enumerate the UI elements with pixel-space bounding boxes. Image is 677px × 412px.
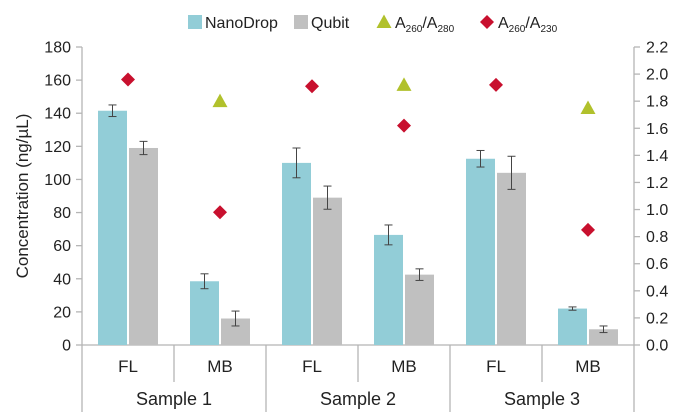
axes bbox=[76, 46, 640, 412]
legend-label-a260-a280: A260/A280 bbox=[395, 15, 455, 35]
legend-label-part: /A bbox=[422, 15, 437, 32]
marker-a260-a280 bbox=[580, 100, 596, 114]
legend-swatch-qubit bbox=[294, 15, 308, 29]
legend-marker-a260-a230 bbox=[480, 15, 494, 29]
legend-label-part: 260 bbox=[509, 24, 526, 35]
right-tick-label: 1.8 bbox=[646, 94, 668, 111]
category-label: FL bbox=[118, 357, 138, 376]
y-axis-title: Concentration (ng/µL) bbox=[13, 114, 32, 279]
group-label: Sample 3 bbox=[504, 389, 580, 409]
legend-label-part: A bbox=[498, 15, 509, 32]
bar-nanodrop-3 bbox=[374, 234, 403, 345]
right-tick-label: 2.2 bbox=[646, 40, 668, 57]
markers-layer bbox=[121, 72, 596, 237]
left-tick-label: 60 bbox=[53, 238, 71, 255]
bar-nanodrop-1 bbox=[190, 281, 219, 345]
legend-label-part: 260 bbox=[406, 24, 423, 35]
legend-label-nanodrop: NanoDrop bbox=[205, 15, 278, 32]
bars-layer bbox=[98, 104, 618, 345]
legend-label-a260-a230: A260/A230 bbox=[498, 15, 558, 35]
marker-a260-a230 bbox=[213, 205, 227, 220]
right-tick-label: 1.4 bbox=[646, 148, 668, 165]
right-tick-label: 1.6 bbox=[646, 121, 668, 138]
left-tick-label: 180 bbox=[44, 40, 71, 57]
left-tick-label: 40 bbox=[53, 271, 71, 288]
labels-layer: 0 20 40 60 80 100 120 140 160 180 0.0 0.2 0.4 0.6 0.8 1… bbox=[13, 40, 668, 410]
legend-label-part: 280 bbox=[437, 24, 454, 35]
legend-marker-a260-a280 bbox=[376, 14, 392, 28]
legend-label-qubit: Qubit bbox=[311, 15, 350, 32]
right-tick-label: 0.0 bbox=[646, 338, 668, 355]
right-tick-label: 0.6 bbox=[646, 256, 668, 273]
legend-label-part: A bbox=[395, 15, 406, 32]
bar-qubit-3 bbox=[405, 274, 434, 345]
bar-nanodrop-0 bbox=[98, 110, 127, 345]
right-tick-label: 0.8 bbox=[646, 229, 668, 246]
marker-a260-a230 bbox=[489, 77, 503, 92]
marker-a260-a280 bbox=[212, 93, 228, 108]
bar-qubit-5 bbox=[589, 329, 618, 345]
marker-a260-a230 bbox=[121, 72, 135, 87]
left-tick-label: 0 bbox=[62, 338, 71, 355]
right-tick-label: 1.0 bbox=[646, 202, 668, 219]
right-tick-label: 0.2 bbox=[646, 310, 668, 327]
category-label: MB bbox=[391, 357, 417, 376]
marker-a260-a280 bbox=[396, 77, 412, 91]
left-tick-label: 20 bbox=[53, 304, 71, 321]
right-tick-label: 1.2 bbox=[646, 175, 668, 192]
marker-a260-a230 bbox=[581, 222, 595, 237]
left-tick-label: 160 bbox=[44, 73, 71, 90]
group-label: Sample 2 bbox=[320, 389, 396, 409]
category-label: MB bbox=[575, 357, 601, 376]
legend: NanoDrop Qubit A260/A280 A260/A230 bbox=[188, 14, 558, 35]
bar-nanodrop-2 bbox=[282, 162, 311, 345]
left-tick-label: 120 bbox=[44, 139, 71, 156]
bar-nanodrop-5 bbox=[558, 308, 587, 345]
bar-nanodrop-4 bbox=[466, 158, 495, 345]
left-tick-label: 140 bbox=[44, 106, 71, 123]
category-label: FL bbox=[302, 357, 322, 376]
category-label: FL bbox=[486, 357, 506, 376]
bar-qubit-2 bbox=[313, 197, 342, 345]
legend-label-part: 230 bbox=[540, 24, 557, 35]
right-tick-label: 0.4 bbox=[646, 283, 668, 300]
left-tick-label: 80 bbox=[53, 205, 71, 222]
group-label: Sample 1 bbox=[136, 389, 212, 409]
bar-qubit-0 bbox=[129, 147, 158, 345]
right-tick-label: 2.0 bbox=[646, 67, 668, 84]
legend-swatch-nanodrop bbox=[188, 15, 202, 29]
bar-qubit-4 bbox=[497, 172, 526, 345]
category-label: MB bbox=[207, 357, 233, 376]
left-tick-label: 100 bbox=[44, 172, 71, 189]
legend-label-part: /A bbox=[525, 15, 540, 32]
marker-a260-a230 bbox=[397, 118, 411, 133]
marker-a260-a230 bbox=[305, 79, 319, 94]
